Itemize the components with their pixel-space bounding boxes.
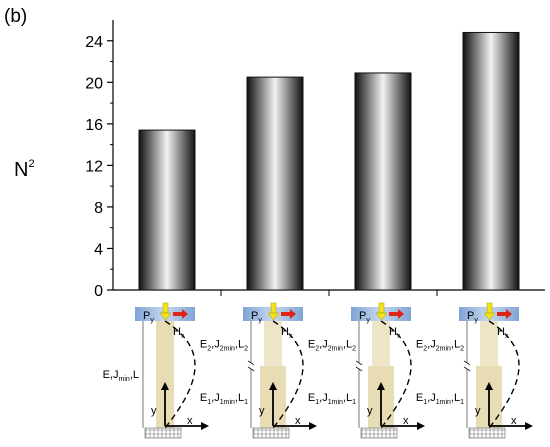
y-tick-label: 12 — [85, 158, 103, 175]
hx-arrow — [389, 309, 404, 319]
upper-segment-label: E2,J2min,L2 — [416, 338, 464, 352]
buckled-shape — [380, 320, 412, 429]
bars-layer — [138, 31, 520, 291]
py-label: Py — [251, 310, 262, 324]
py-arrow-head — [375, 312, 388, 321]
lower-segment-label: E1,J1min,L1 — [308, 392, 356, 406]
x-arrow-label: x — [295, 415, 301, 427]
column-upper-segment — [372, 321, 390, 366]
y-axis-label-superscript: 2 — [28, 158, 35, 170]
py-arrow-shaft — [162, 302, 169, 314]
y-axis-label-main: N — [14, 159, 29, 181]
py-arrow-head — [159, 312, 172, 321]
py-arrow-shaft — [486, 302, 493, 314]
py-arrow-head — [483, 312, 496, 321]
upper-segment-label: E2,J2min,L2 — [308, 338, 356, 352]
column-body — [156, 321, 174, 428]
lower-segment-label: E1,J1min,L1 — [200, 392, 248, 406]
y-arrow-label: y — [151, 405, 157, 417]
dimension-break — [247, 360, 255, 372]
bar — [354, 72, 412, 291]
py-label: Py — [467, 310, 478, 324]
x-arrow-label: x — [511, 415, 517, 427]
hx-arrow — [173, 309, 188, 319]
y-tick-label: 24 — [85, 34, 103, 51]
hx-arrow — [497, 309, 512, 319]
ground-support — [252, 427, 290, 439]
schematics-layer: PyHxyxE,Jmin,LPyHxyxE2,J2min,L2E1,J1min,… — [103, 302, 533, 439]
py-arrow-head — [267, 312, 280, 321]
py-arrow-shaft — [378, 302, 385, 314]
bar — [246, 76, 304, 291]
y-tick-label: 0 — [94, 283, 103, 300]
y-tick-label: 20 — [85, 75, 103, 92]
x-arrow-label: x — [187, 415, 193, 427]
column-upper-segment — [480, 321, 498, 366]
bar — [138, 129, 196, 291]
buckled-shape — [488, 320, 520, 429]
hx-arrow — [281, 309, 296, 319]
y-tick-label: 8 — [94, 200, 103, 217]
y-arrow-label: y — [475, 405, 481, 417]
dimension-break — [355, 360, 363, 372]
py-label: Py — [359, 310, 370, 324]
y-axis-label: N2 — [14, 158, 35, 182]
y-arrow-label: y — [367, 405, 373, 417]
buckled-shape — [272, 320, 304, 429]
py-arrow-shaft — [270, 302, 277, 314]
buckled-shape — [164, 320, 196, 429]
y-arrow-label: y — [259, 405, 265, 417]
ground-support — [360, 427, 398, 439]
ground-support — [468, 427, 506, 439]
py-label: Py — [143, 310, 154, 324]
x-arrow-label: x — [403, 415, 409, 427]
upper-segment-label: E2,J2min,L2 — [200, 338, 248, 352]
ground-support — [144, 427, 182, 439]
bar — [462, 31, 520, 291]
y-tick-label: 16 — [85, 117, 103, 134]
panel-label: (b) — [4, 6, 28, 27]
column-upper-segment — [264, 321, 282, 366]
segment-label: E,Jmin,L — [103, 369, 139, 383]
lower-segment-label: E1,J1min,L1 — [416, 392, 464, 406]
dimension-break — [463, 360, 471, 372]
y-tick-label: 4 — [94, 241, 103, 258]
